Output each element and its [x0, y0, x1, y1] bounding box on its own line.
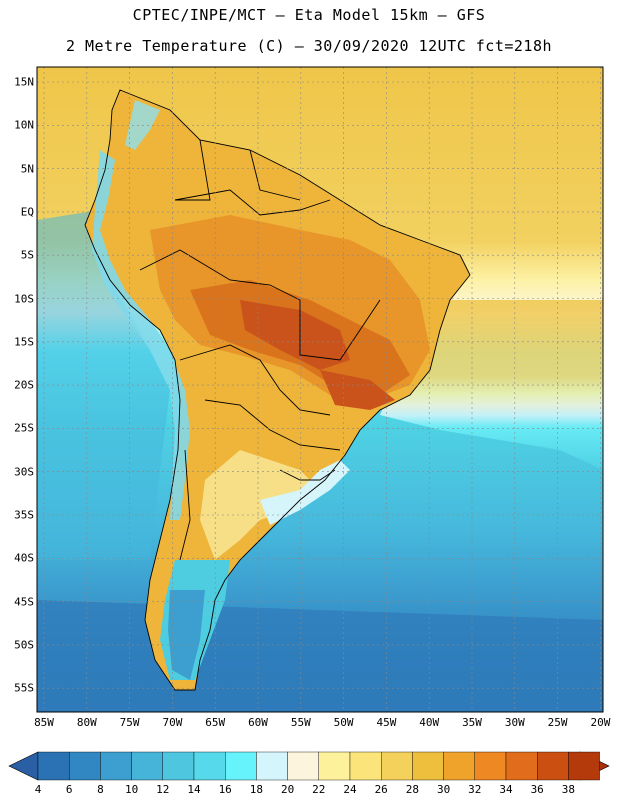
latitude-label: 55S — [14, 681, 34, 695]
longitude-label: 50W — [333, 716, 354, 729]
colorbar-label: 28 — [405, 783, 420, 796]
colorbar-swatch — [287, 751, 320, 781]
colorbar-label: 14 — [187, 783, 201, 796]
colorbar-swatch — [193, 751, 226, 781]
latitude-label: 10S — [14, 292, 34, 305]
colorbar-swatch — [537, 751, 569, 781]
colorbar-label: 10 — [124, 783, 139, 796]
country-borders — [84, 89, 471, 691]
latitude-label: 15N — [14, 75, 34, 89]
colorbar-swatch — [318, 751, 351, 781]
latitude-label: EQ — [20, 205, 34, 219]
colorbar-swatch — [381, 751, 413, 781]
colorbar-label: 30 — [436, 783, 451, 796]
colorbar-label: 34 — [499, 783, 513, 796]
colorbar-swatch — [474, 751, 507, 781]
latitude-label: 45S — [14, 595, 34, 609]
longitude-label: 35W — [462, 716, 482, 729]
colorbar-label: 32 — [468, 783, 482, 796]
longitude-label: 85W — [34, 716, 54, 729]
latitude-label: 15S — [14, 335, 34, 349]
latitude-label: 5N — [20, 162, 34, 176]
colorbar-label: 26 — [374, 783, 388, 796]
latitude-label: 5S — [20, 248, 34, 262]
longitude-label: 40W — [419, 716, 440, 729]
temperature-colorbar — [8, 751, 610, 781]
latitude-label: 35S — [14, 508, 34, 522]
latitude-label: 50S — [14, 638, 34, 652]
colorbar-swatch — [349, 751, 382, 781]
map-field — [37, 67, 603, 712]
longitude-label: 80W — [76, 716, 97, 729]
colorbar-label: 36 — [530, 783, 544, 796]
colorbar-label: 16 — [218, 783, 232, 796]
longitude-label: 75W — [119, 716, 140, 729]
latitude-label: 25S — [14, 421, 34, 435]
colorbar-low-arrow — [8, 751, 39, 781]
colorbar-label: 20 — [280, 783, 295, 796]
colorbar-swatch — [131, 751, 164, 781]
colorbar-label: 18 — [249, 783, 264, 796]
colorbar-label: 6 — [65, 783, 73, 796]
colorbar-label: 38 — [561, 783, 576, 796]
colorbar-label: 24 — [343, 783, 357, 796]
longitude-label: 30W — [504, 716, 525, 729]
colorbar-label: 4 — [34, 783, 42, 796]
longitude-label: 45W — [376, 716, 397, 729]
map-title-line2: 2 Metre Temperature (C) – 30/09/2020 12U… — [65, 37, 553, 55]
latitude-label: 40S — [14, 551, 34, 565]
map-frame — [36, 66, 604, 713]
longitude-label: 20W — [590, 716, 611, 729]
longitude-label: 70W — [162, 716, 183, 729]
longitude-label: 25W — [547, 716, 568, 729]
colorbar-swatch — [68, 751, 101, 781]
colorbar-swatch — [412, 751, 444, 781]
latitude-label: 10N — [14, 118, 34, 132]
colorbar-label: 12 — [156, 783, 170, 796]
colorbar-label: 22 — [312, 783, 326, 796]
colorbar-swatch — [162, 751, 195, 781]
colorbar-swatch — [100, 751, 132, 781]
colorbar-swatch — [256, 751, 288, 781]
latitude-label: 20S — [14, 378, 34, 392]
lat-lon-grid — [37, 67, 603, 712]
colorbar-label: 8 — [97, 783, 104, 796]
colorbar-swatch — [37, 751, 70, 781]
map-title-line1: CPTEC/INPE/MCT – Eta Model 15km – GFS — [132, 6, 486, 24]
colorbar-swatch — [568, 751, 600, 781]
colorbar-swatch — [224, 751, 257, 781]
longitude-label: 60W — [248, 716, 268, 729]
colorbar-swatch — [443, 751, 476, 781]
longitude-label: 55W — [290, 716, 311, 729]
longitude-label: 65W — [205, 716, 226, 729]
latitude-label: 30S — [14, 465, 34, 479]
colorbar-swatch — [505, 751, 538, 781]
